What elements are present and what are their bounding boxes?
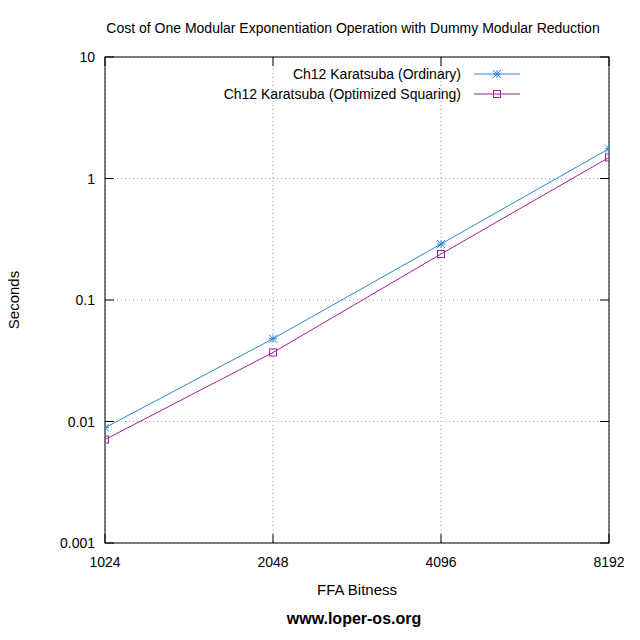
y-axis-label: Seconds (5, 271, 22, 329)
series-line (105, 149, 609, 428)
y-tick (600, 178, 609, 179)
title: Cost of One Modular Exponentiation Opera… (106, 20, 599, 36)
footer-annotation: www.loper-os.org (286, 610, 422, 627)
x-tick-label: 2048 (257, 554, 288, 570)
y-tick-label: 0.01 (68, 414, 95, 430)
legend: Ch12 Karatsuba (Ordinary) Ch12 Karatsuba … (224, 66, 520, 102)
y-tick (600, 421, 609, 422)
data-group (105, 145, 609, 443)
y-tick (600, 300, 609, 301)
y-grid-line (105, 178, 609, 179)
y-tick-label: 0.1 (76, 292, 96, 308)
legend-marker (494, 91, 501, 98)
legend-label: Ch12 Karatsuba (Ordinary) (293, 66, 461, 82)
x-tick (441, 57, 442, 66)
y-tick (105, 300, 114, 301)
y-tick-label: 10 (79, 49, 95, 65)
chart-container: Cost of One Modular Exponentiation Opera… (0, 0, 640, 640)
series-marker (270, 349, 277, 356)
grid (105, 57, 609, 543)
legend-marker (493, 70, 501, 78)
y-tick-label: 1 (87, 171, 95, 187)
y-tick (105, 178, 114, 179)
x-tick (273, 534, 274, 543)
series-marker (437, 240, 445, 248)
x-axis-label: FFA Bitness (317, 581, 397, 598)
series-marker (269, 335, 277, 343)
chart-svg: Cost of One Modular Exponentiation Opera… (0, 0, 640, 640)
legend-label: Ch12 Karatsuba (Optimized Squaring) (224, 86, 461, 102)
y-grid-line (105, 300, 609, 301)
series-marker (105, 436, 109, 443)
legend-swatch (474, 94, 520, 95)
series-line (105, 157, 609, 439)
y-tick (105, 421, 114, 422)
x-tick (273, 57, 274, 66)
y-grid-line (105, 421, 609, 422)
series-marker (606, 154, 610, 161)
x-tick (441, 534, 442, 543)
plot-frame (105, 57, 609, 543)
x-tick-label: 1024 (89, 554, 120, 570)
x-grid-line (441, 57, 442, 543)
series-marker (105, 424, 109, 432)
series-marker (438, 251, 445, 258)
series-marker (605, 145, 609, 153)
x-grid-line (273, 57, 274, 543)
background (0, 0, 640, 640)
x-tick-label: 4096 (425, 554, 456, 570)
x-tick-label: 8192 (593, 554, 624, 570)
y-tick-label: 0.001 (60, 535, 95, 551)
